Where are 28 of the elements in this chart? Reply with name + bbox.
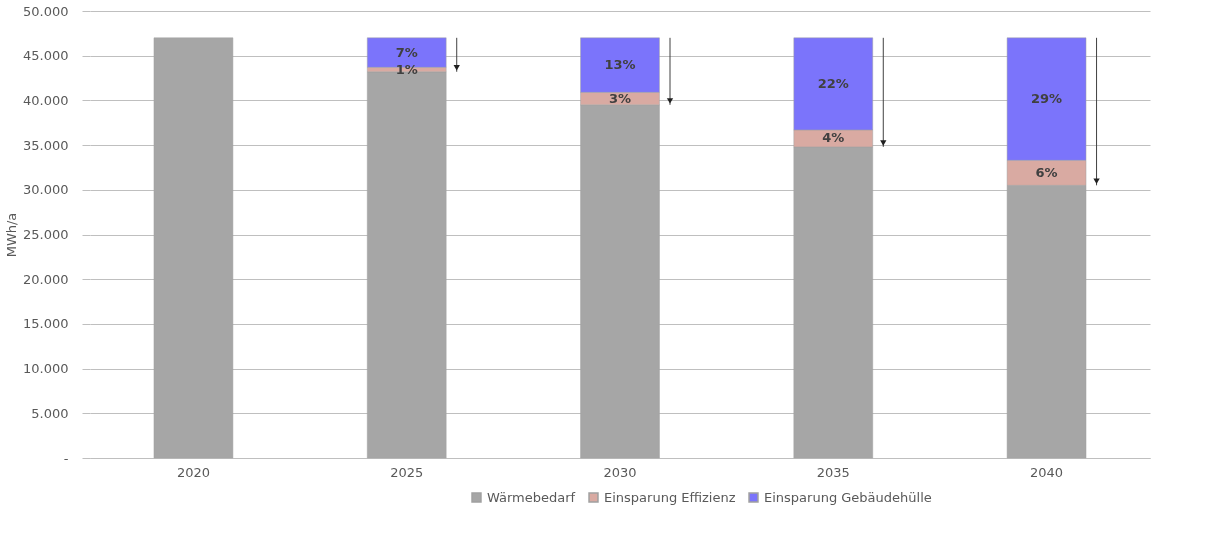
y-tick-label: 25.000 — [23, 227, 69, 242]
annotation: 13% — [604, 57, 636, 73]
annotation: 22% — [817, 75, 849, 91]
legend-label: Einsparung Gebäudehülle — [764, 489, 932, 505]
x-tick-label: 2040 — [1030, 464, 1064, 480]
annotation: 6% — [1035, 164, 1058, 180]
y-tick-label: 30.000 — [23, 182, 69, 198]
y-tick-label: 20.000 — [23, 271, 69, 287]
x-tick-label: 2020 — [176, 464, 210, 480]
annotation: 29% — [1031, 91, 1063, 107]
x-tick-label: 2025 — [390, 464, 424, 480]
annotation: 7% — [395, 44, 418, 60]
legend-label: Einsparung Effizienz — [604, 489, 736, 505]
y-tick-label: 10.000 — [23, 361, 69, 377]
y-tick-label: - — [63, 450, 69, 466]
bar — [153, 37, 234, 459]
legend-label: Wärmebedarf — [487, 489, 576, 505]
annotation: 4% — [822, 130, 845, 146]
x-tick-label: 2035 — [816, 464, 850, 480]
y-tick-label: 15.000 — [23, 316, 69, 332]
y-tick-label: 50.000 — [23, 3, 69, 19]
y-tick-label: 40.000 — [23, 92, 69, 108]
x-tick-label: 2030 — [603, 464, 637, 480]
y-tick-label: 5.000 — [31, 405, 69, 421]
y-axis-title: MWh/a — [4, 212, 20, 258]
annotation: 3% — [608, 90, 632, 106]
y-tick-label: 45.000 — [23, 48, 69, 64]
y-tick-label: 35.000 — [23, 137, 69, 153]
